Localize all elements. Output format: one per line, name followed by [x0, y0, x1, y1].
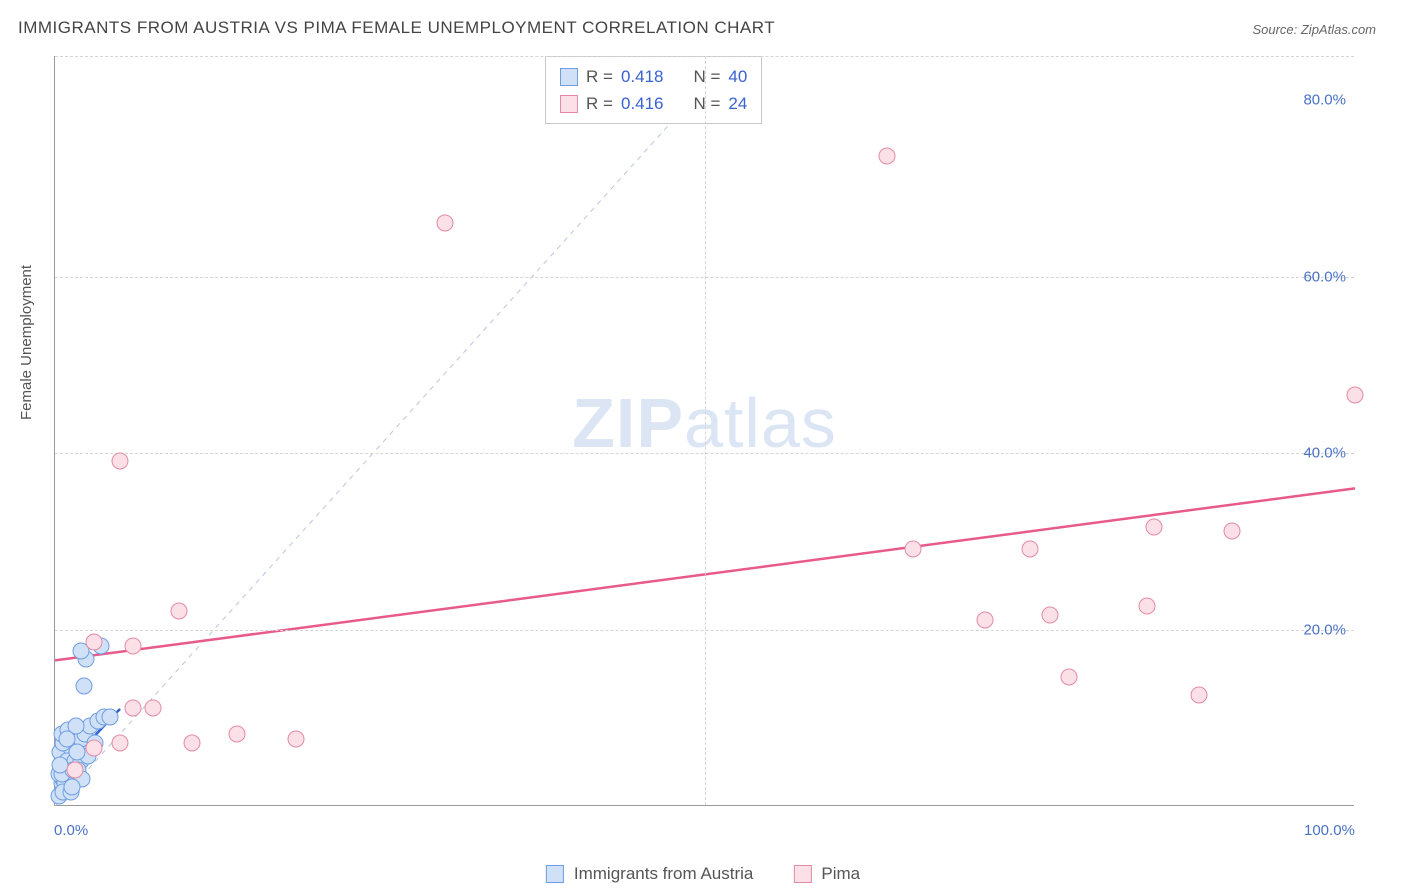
x-tick-label: 0.0%: [54, 822, 88, 839]
stat-r-label: R =: [586, 63, 613, 90]
scatter-point-austria: [69, 744, 86, 761]
y-tick-label: 20.0%: [1303, 621, 1346, 638]
legend-swatch-austria: [560, 68, 578, 86]
scatter-point-pima: [1041, 607, 1058, 624]
scatter-point-pima: [287, 730, 304, 747]
bottom-legend: Immigrants from Austria Pima: [546, 864, 860, 884]
scatter-point-pima: [437, 214, 454, 231]
scatter-point-pima: [170, 602, 187, 619]
legend-item-austria: Immigrants from Austria: [546, 864, 754, 884]
gridline-vertical: [705, 56, 706, 805]
stat-n-label: N =: [693, 90, 720, 117]
y-axis-label: Female Unemployment: [18, 265, 35, 420]
scatter-point-austria: [101, 708, 118, 725]
legend-item-pima: Pima: [793, 864, 860, 884]
scatter-point-pima: [1223, 523, 1240, 540]
stats-legend-box: R = 0.418 N = 40 R = 0.416 N = 24: [545, 56, 762, 124]
source-attribution: Source: ZipAtlas.com: [1252, 22, 1376, 37]
stat-r-label: R =: [586, 90, 613, 117]
scatter-point-pima: [112, 452, 129, 469]
scatter-point-pima: [66, 761, 83, 778]
scatter-point-pima: [905, 541, 922, 558]
stat-r-value: 0.418: [621, 63, 664, 90]
scatter-point-pima: [125, 638, 142, 655]
scatter-point-pima: [86, 633, 103, 650]
scatter-point-pima: [144, 699, 161, 716]
stats-row-pima: R = 0.416 N = 24: [560, 90, 747, 117]
stat-n-value: 40: [728, 63, 747, 90]
stat-n-value: 24: [728, 90, 747, 117]
scatter-point-pima: [86, 739, 103, 756]
scatter-point-pima: [183, 735, 200, 752]
scatter-point-pima: [229, 726, 246, 743]
scatter-point-pima: [879, 148, 896, 165]
legend-swatch-austria: [546, 865, 564, 883]
stat-r-value: 0.416: [621, 90, 664, 117]
scatter-point-austria: [75, 677, 92, 694]
stats-row-austria: R = 0.418 N = 40: [560, 63, 747, 90]
scatter-point-austria: [63, 779, 80, 796]
x-tick-label: 100.0%: [1304, 822, 1355, 839]
scatter-point-pima: [1191, 686, 1208, 703]
legend-label: Immigrants from Austria: [574, 864, 754, 884]
scatter-point-pima: [1022, 541, 1039, 558]
scatter-point-pima: [1347, 386, 1364, 403]
scatter-point-pima: [125, 699, 142, 716]
legend-swatch-pima: [560, 95, 578, 113]
scatter-point-pima: [1145, 519, 1162, 536]
scatter-point-pima: [1061, 669, 1078, 686]
stat-n-label: N =: [693, 63, 720, 90]
y-tick-label: 60.0%: [1303, 268, 1346, 285]
legend-label: Pima: [821, 864, 860, 884]
scatter-point-pima: [976, 611, 993, 628]
plot-area: ZIPatlas R = 0.418N = 40R = 0.416N = 24 …: [54, 56, 1354, 806]
legend-swatch-pima: [793, 865, 811, 883]
scatter-point-pima: [1139, 598, 1156, 615]
chart-title: IMMIGRANTS FROM AUSTRIA VS PIMA FEMALE U…: [18, 18, 775, 38]
y-tick-label: 40.0%: [1303, 445, 1346, 462]
scatter-point-pima: [112, 735, 129, 752]
y-tick-label: 80.0%: [1303, 92, 1346, 109]
